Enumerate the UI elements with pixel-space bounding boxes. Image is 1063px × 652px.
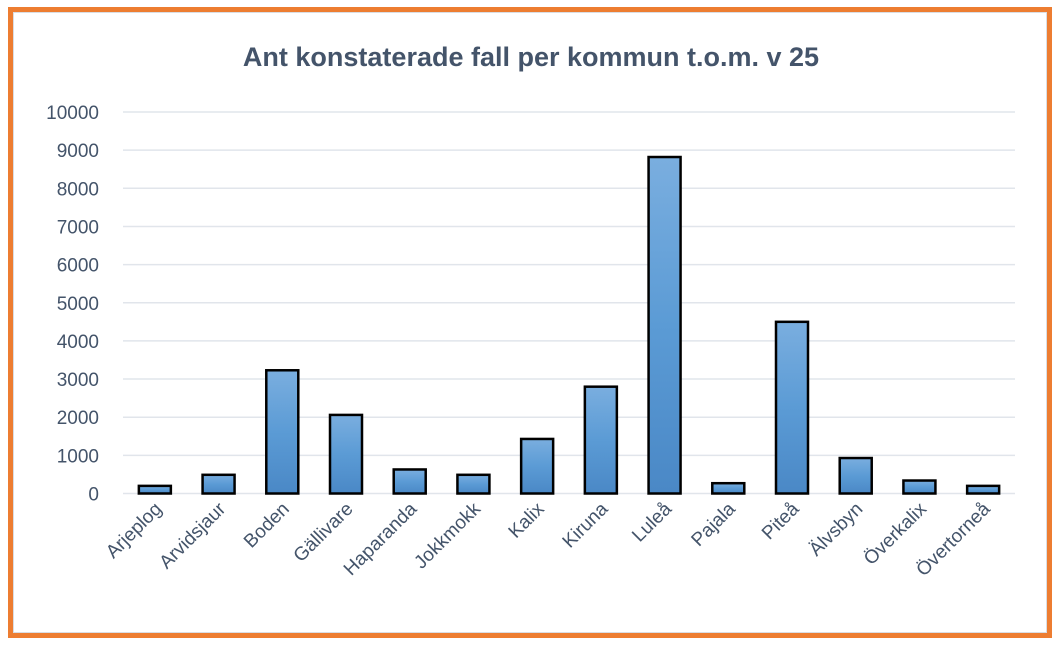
x-tick-label: Arvidsjaur [156, 498, 231, 573]
y-tick-label: 3000 [57, 370, 99, 391]
chart-inner-border [13, 12, 1047, 633]
y-tick-label: 0 [88, 485, 99, 506]
x-tick-label: Piteå [758, 498, 804, 544]
bar-kalix [519, 437, 555, 495]
y-tick-label: 6000 [57, 256, 99, 277]
bar-boden [265, 369, 300, 495]
x-tick-label: Kalix [505, 498, 549, 542]
x-tick-label: Älvsbyn [805, 499, 867, 561]
x-tick-label: Boden [240, 499, 294, 553]
x-tick-label: Jokkmokk [410, 498, 485, 573]
bar-arjeplog [137, 484, 173, 495]
bar-pajala [711, 481, 746, 495]
x-tick-label: Kiruna [559, 498, 613, 552]
y-tick-label: 4000 [57, 332, 99, 353]
bar-övertorneå [965, 484, 1001, 495]
y-tick-label: 10000 [46, 103, 99, 124]
chart-title: Ant konstaterade fall per kommun t.o.m. … [243, 42, 819, 72]
x-tick-label: Arjeplog [102, 499, 166, 563]
bar-piteå [774, 320, 810, 495]
bar-älvsbyn [838, 456, 873, 495]
y-tick-label: 1000 [57, 446, 99, 467]
bar-jokkmokk [456, 473, 491, 495]
bar-gällivare [328, 413, 364, 495]
bar-haparanda [392, 468, 427, 495]
y-tick-label: 9000 [57, 141, 99, 162]
chart-frame [8, 7, 1052, 638]
x-tick-label: Pajala [688, 498, 741, 551]
bar-arvidsjaur [201, 473, 236, 495]
y-tick-label: 8000 [57, 179, 99, 200]
x-tick-label: Luleå [628, 498, 676, 546]
bar-luleå [647, 155, 682, 495]
bar-överkalix [902, 479, 937, 495]
bar-kiruna [583, 385, 619, 495]
y-tick-label: 5000 [57, 294, 99, 315]
y-tick-label: 2000 [57, 408, 99, 429]
y-tick-label: 7000 [57, 217, 99, 238]
